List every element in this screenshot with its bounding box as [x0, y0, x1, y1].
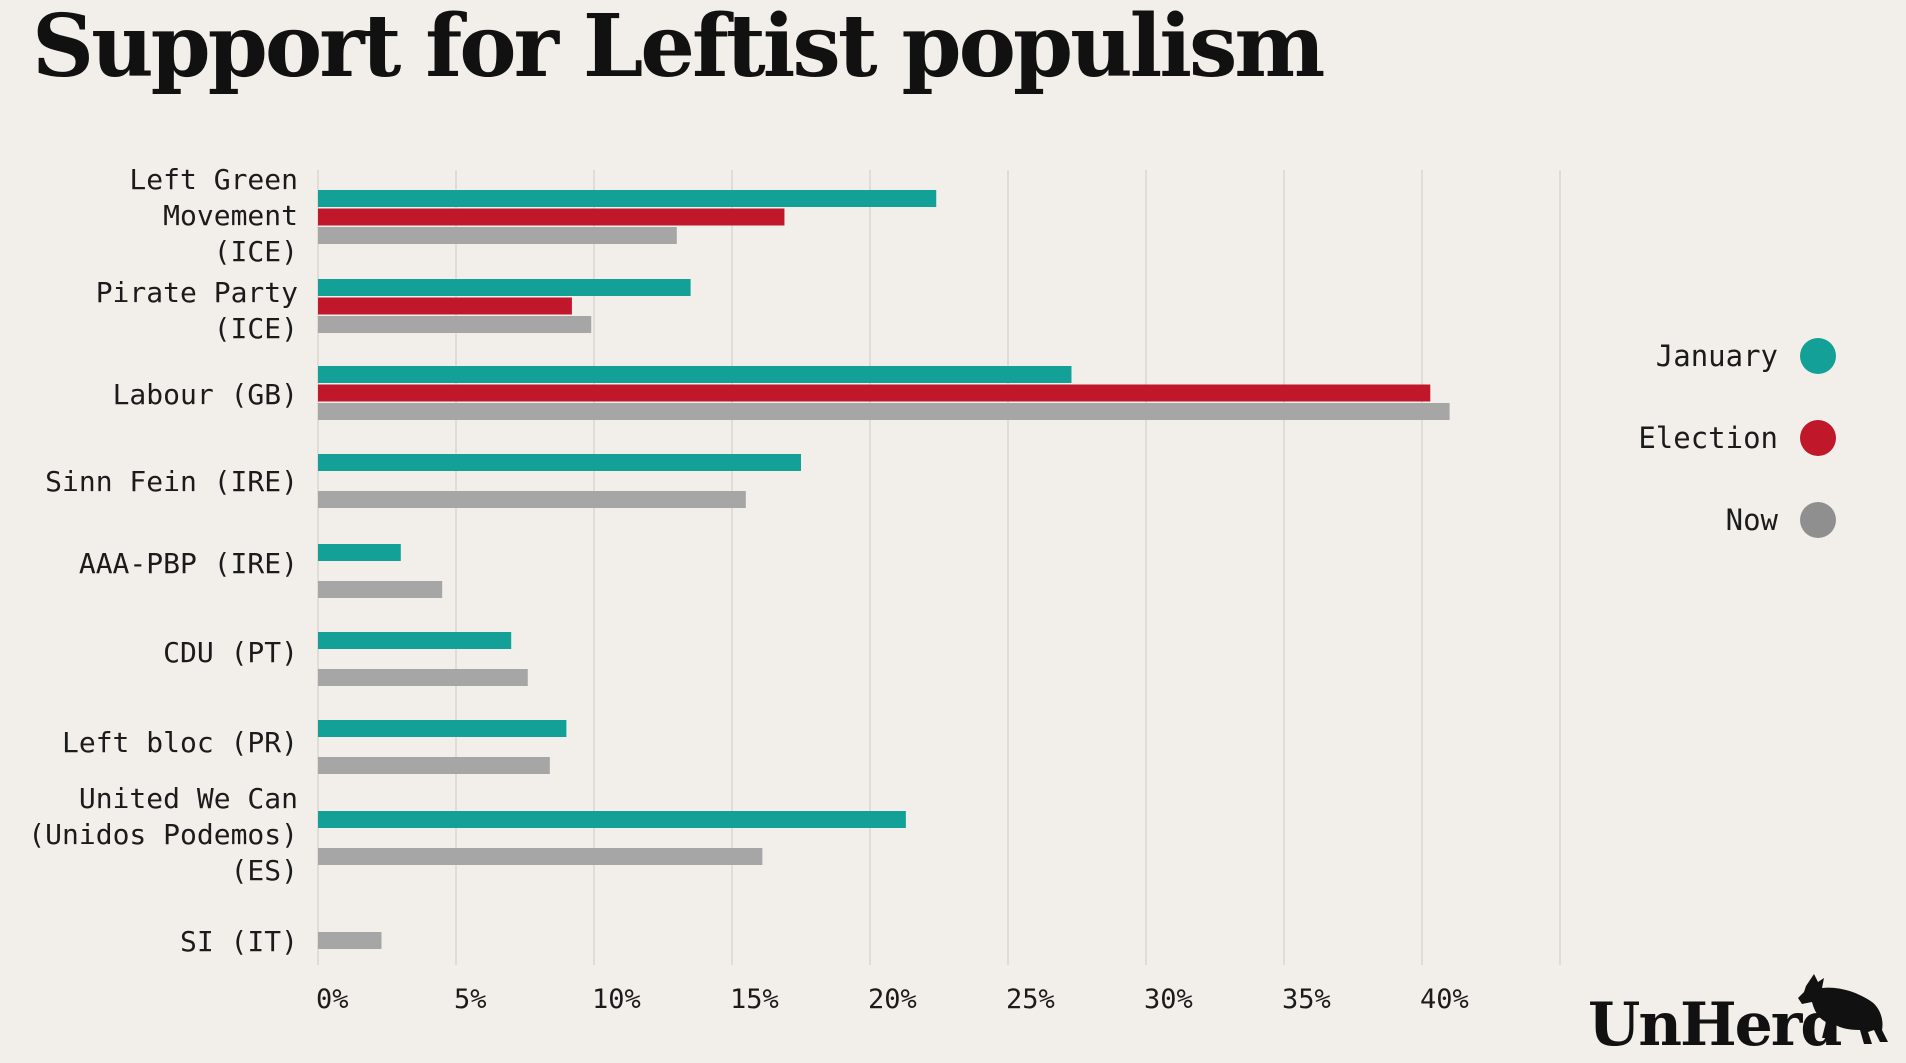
category-label: Pirate Party — [96, 276, 298, 309]
legend-label-now: Now — [1725, 503, 1778, 537]
x-tick-label: 0% — [316, 984, 349, 1015]
bar-january — [318, 190, 937, 207]
bar-january — [318, 811, 906, 828]
category-label: Left bloc (PR) — [62, 726, 298, 759]
x-tick-label: 25% — [1006, 984, 1055, 1015]
legend-dot-now — [1800, 502, 1836, 538]
bar-january — [318, 720, 567, 737]
category-label: (ES) — [231, 854, 298, 887]
x-tick-label: 35% — [1282, 984, 1331, 1015]
bar-now — [318, 491, 746, 508]
bar-now — [318, 757, 550, 774]
bar-january — [318, 366, 1072, 383]
x-tick-label: 10% — [592, 984, 641, 1015]
legend-item-january: January — [1638, 336, 1836, 376]
legend-label-january: January — [1655, 339, 1778, 373]
bar-now — [318, 316, 592, 333]
legend-item-now: Now — [1638, 500, 1836, 540]
category-label: (Unidos Podemos) — [28, 818, 298, 851]
legend-dot-january — [1800, 338, 1836, 374]
page-title: Support for Leftist populism — [32, 0, 1325, 97]
bar-now — [318, 669, 528, 686]
category-label: CDU (PT) — [163, 636, 298, 669]
bar-election — [318, 297, 572, 315]
bar-now — [318, 581, 443, 598]
bar-now — [318, 403, 1450, 420]
legend-dot-election — [1800, 420, 1836, 456]
legend: January Election Now — [1638, 336, 1836, 582]
x-tick-label: 40% — [1420, 984, 1469, 1015]
category-label: Sinn Fein (IRE) — [45, 465, 298, 498]
legend-item-election: Election — [1638, 418, 1836, 458]
bar-election — [318, 208, 785, 226]
category-label: SI (IT) — [180, 925, 298, 958]
brand-logo-text: UnHerd — [1588, 990, 1842, 1060]
bar-january — [318, 544, 401, 561]
bar-now — [318, 848, 763, 865]
bar-now — [318, 932, 382, 949]
category-label: Movement — [163, 199, 298, 232]
bar-election — [318, 384, 1431, 402]
x-tick-label: 20% — [868, 984, 917, 1015]
category-label: United We Can — [79, 782, 298, 815]
bar-january — [318, 454, 801, 471]
category-label: (ICE) — [214, 312, 298, 345]
bar-january — [318, 632, 512, 649]
category-label: (ICE) — [214, 235, 298, 268]
category-label: Labour (GB) — [113, 378, 298, 411]
legend-label-election: Election — [1638, 421, 1778, 455]
bar-january — [318, 279, 691, 296]
bar-now — [318, 227, 677, 244]
bull-icon — [1798, 974, 1888, 1044]
x-tick-label: 15% — [730, 984, 779, 1015]
x-tick-label: 5% — [454, 984, 487, 1015]
category-label: AAA-PBP (IRE) — [79, 547, 298, 580]
category-label: Left Green — [129, 163, 298, 196]
x-tick-label: 30% — [1144, 984, 1193, 1015]
